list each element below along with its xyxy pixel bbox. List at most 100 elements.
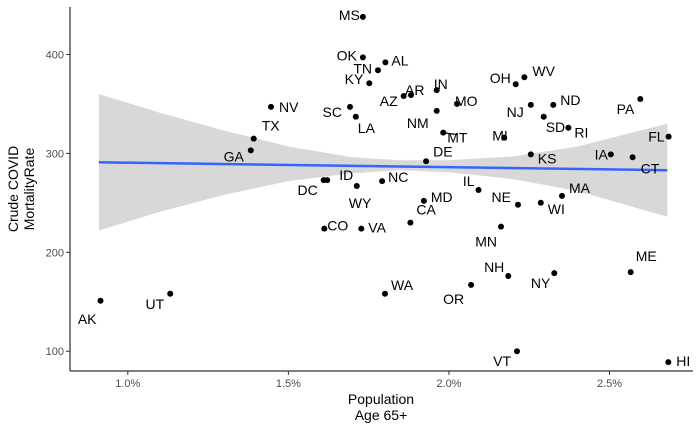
point-oh bbox=[512, 81, 519, 88]
point-ut bbox=[167, 290, 174, 297]
point-ar bbox=[408, 92, 414, 98]
point-mi bbox=[501, 134, 508, 141]
point-or bbox=[468, 281, 475, 288]
point-label-ak: AK bbox=[78, 311, 97, 327]
point-label-wy: WY bbox=[349, 195, 372, 211]
y-axis-title-line1: Crude COVID bbox=[5, 146, 21, 232]
point-il bbox=[475, 187, 482, 193]
point-label-hi: HI bbox=[676, 353, 690, 369]
point-label-me: ME bbox=[636, 248, 657, 264]
point-label-tn: TN bbox=[353, 60, 372, 76]
point-co bbox=[321, 225, 328, 232]
point-label-ms: MS bbox=[339, 7, 360, 23]
point-pa bbox=[637, 96, 644, 102]
point-label-ks: KS bbox=[538, 150, 557, 166]
x-tick-label: 2.5% bbox=[597, 378, 622, 390]
point-label-ma: MA bbox=[569, 180, 591, 196]
point-label-nj: NJ bbox=[507, 104, 524, 120]
point-label-va: VA bbox=[368, 220, 386, 236]
point-nd bbox=[550, 101, 557, 108]
point-nv bbox=[268, 103, 274, 110]
point-label-ky: KY bbox=[345, 71, 364, 87]
point-vt bbox=[514, 348, 520, 355]
point-label-oh: OH bbox=[490, 70, 511, 86]
point-label-al: AL bbox=[391, 52, 408, 68]
y-tick-label: 100 bbox=[46, 346, 64, 358]
y-tick-label: 400 bbox=[46, 49, 64, 61]
point-label-ct: CT bbox=[641, 160, 660, 176]
point-ks bbox=[527, 151, 534, 158]
point-ma bbox=[559, 192, 565, 199]
point-mn bbox=[498, 223, 504, 230]
confidence-band bbox=[98, 94, 668, 231]
point-label-sd: SD bbox=[546, 119, 565, 135]
point-label-id: ID bbox=[339, 167, 353, 183]
point-label-connector-mt bbox=[443, 132, 458, 136]
point-label-dc: DC bbox=[297, 182, 317, 198]
point-tx bbox=[250, 135, 257, 142]
points-layer bbox=[97, 13, 672, 366]
point-ri bbox=[565, 124, 572, 131]
point-label-ca: CA bbox=[416, 202, 436, 218]
point-tn bbox=[375, 67, 381, 74]
point-label-nm: NM bbox=[407, 115, 429, 131]
point-az bbox=[400, 93, 407, 99]
point-me bbox=[627, 269, 634, 276]
x-axis-title-line1: Population bbox=[348, 391, 414, 407]
point-ak bbox=[97, 297, 104, 304]
point-label-co: CO bbox=[327, 218, 348, 234]
point-label-wa: WA bbox=[391, 277, 414, 293]
point-sd bbox=[540, 113, 547, 120]
point-al bbox=[382, 59, 389, 66]
point-label-nd: ND bbox=[560, 92, 580, 108]
point-ia bbox=[607, 151, 614, 158]
point-ms bbox=[359, 13, 366, 20]
point-in bbox=[433, 87, 440, 94]
point-label-mo: MO bbox=[455, 93, 478, 109]
point-label-ny: NY bbox=[531, 275, 551, 291]
point-label-ar: AR bbox=[405, 82, 424, 98]
point-label-il: IL bbox=[463, 173, 475, 189]
point-label-sc: SC bbox=[323, 104, 342, 120]
point-label-ut: UT bbox=[146, 296, 165, 312]
point-ok bbox=[359, 54, 366, 61]
point-label-nh: NH bbox=[484, 259, 504, 275]
point-label-ri: RI bbox=[574, 125, 588, 141]
point-ny bbox=[551, 270, 558, 277]
point-nc bbox=[379, 178, 386, 185]
x-axis-ticks: 1.0% 1.5% 2.0% 2.5% bbox=[115, 371, 622, 390]
point-mo bbox=[454, 100, 460, 107]
point-ga bbox=[247, 147, 254, 154]
point-label-nc: NC bbox=[388, 169, 408, 185]
point-label-ia: IA bbox=[595, 146, 609, 162]
point-ca bbox=[407, 219, 414, 226]
point-dc bbox=[320, 177, 327, 184]
point-hi bbox=[665, 359, 672, 366]
point-ne bbox=[515, 201, 521, 208]
point-label-tx: TX bbox=[262, 118, 281, 134]
point-label-az: AZ bbox=[380, 93, 398, 109]
y-axis-title-line2: MortalityRate bbox=[21, 148, 37, 231]
point-sc bbox=[347, 103, 353, 110]
point-nj bbox=[527, 101, 534, 108]
y-tick-label: 200 bbox=[46, 247, 64, 259]
point-label-ok: OK bbox=[337, 47, 358, 63]
point-nm bbox=[433, 107, 440, 114]
point-md bbox=[420, 197, 427, 204]
point-label-vt: VT bbox=[493, 353, 511, 369]
point-label-ga: GA bbox=[224, 148, 245, 164]
point-label-ne: NE bbox=[492, 189, 511, 205]
point-label-mi: MI bbox=[492, 128, 508, 144]
point-va bbox=[358, 225, 365, 232]
x-tick-label: 1.5% bbox=[276, 378, 301, 390]
point-label-mn: MN bbox=[475, 234, 497, 250]
x-tick-label: 2.0% bbox=[436, 378, 461, 390]
point-label-wi: WI bbox=[548, 201, 565, 217]
point-label-fl: FL bbox=[648, 129, 665, 145]
point-wa bbox=[382, 290, 388, 297]
point-label-wv: WV bbox=[532, 63, 555, 79]
point-nh bbox=[505, 273, 512, 279]
point-wi bbox=[537, 199, 544, 206]
